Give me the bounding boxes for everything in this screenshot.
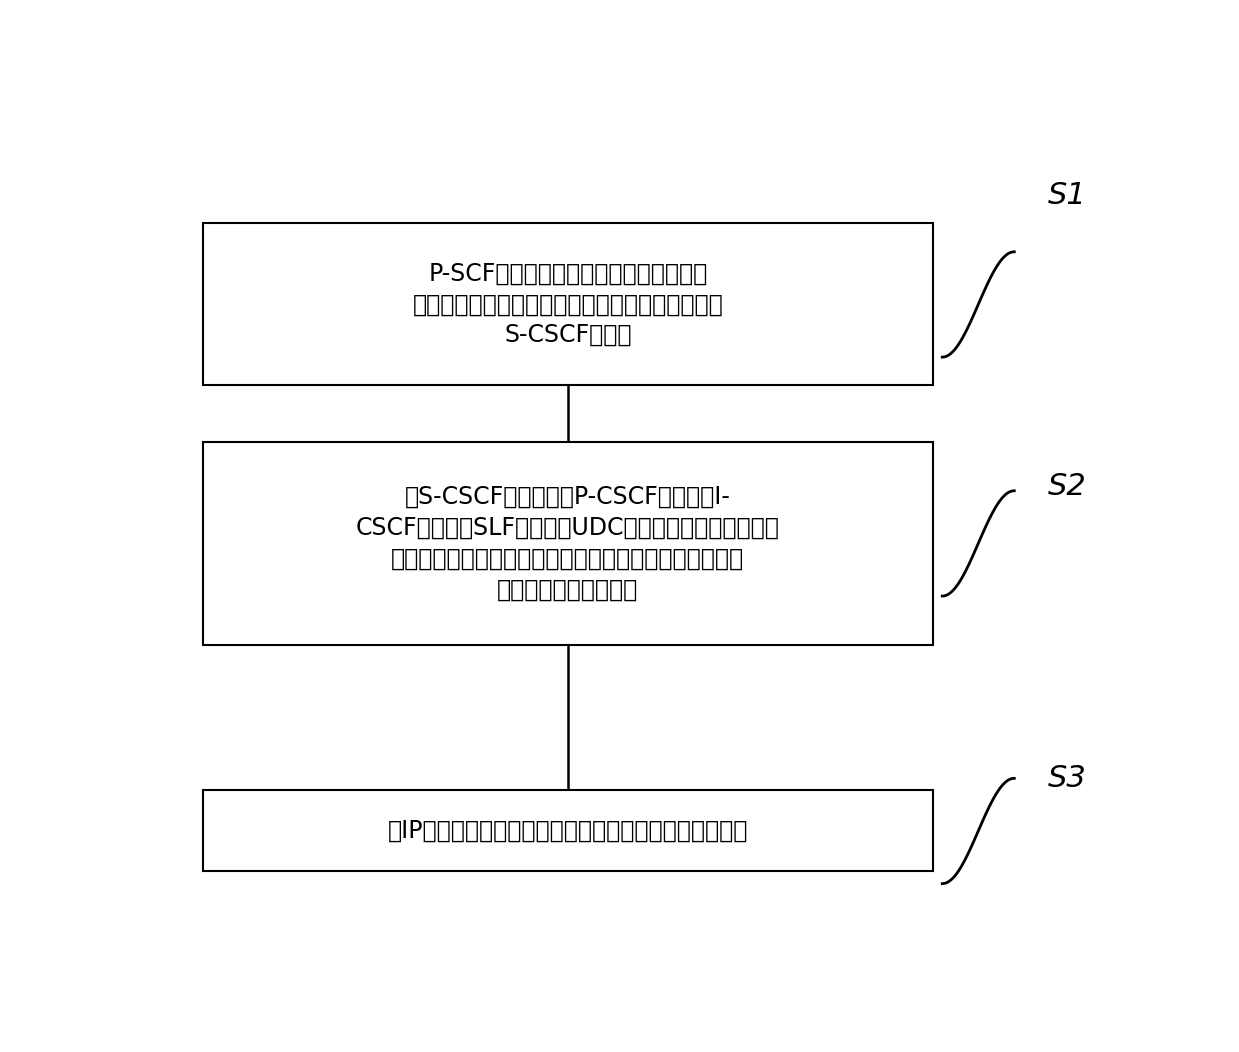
Text: 并将通过合法性检查的服务请求直接发送给本地的: 并将通过合法性检查的服务请求直接发送给本地的 [413,292,724,317]
Text: 务请求对应的服务，以对注册、注销和建立会话的用户在: 务请求对应的服务，以对注册、注销和建立会话的用户在 [392,547,745,571]
Text: 由S-CSCF服务器协同P-CSCF服务器、I-: 由S-CSCF服务器协同P-CSCF服务器、I- [405,485,731,509]
FancyBboxPatch shape [203,223,933,385]
Text: 多节点间冗余备份数据: 多节点间冗余备份数据 [497,578,638,602]
Text: 对IP网络中多节点间交换设备采用组播方式进行数据传输: 对IP网络中多节点间交换设备采用组播方式进行数据传输 [388,818,748,843]
Text: S1: S1 [1048,181,1087,209]
Text: S3: S3 [1048,764,1087,793]
Text: S-CSCF服务器: S-CSCF服务器 [504,323,632,347]
FancyBboxPatch shape [203,442,933,645]
Text: S2: S2 [1048,472,1087,501]
Text: P-SCF服务器接收终端发送的服务请求，: P-SCF服务器接收终端发送的服务请求， [429,262,707,286]
FancyBboxPatch shape [203,790,933,871]
Text: CSCF服务器、SLF数据库和UDC服务器，在接入地提供服: CSCF服务器、SLF数据库和UDC服务器，在接入地提供服 [356,517,779,540]
